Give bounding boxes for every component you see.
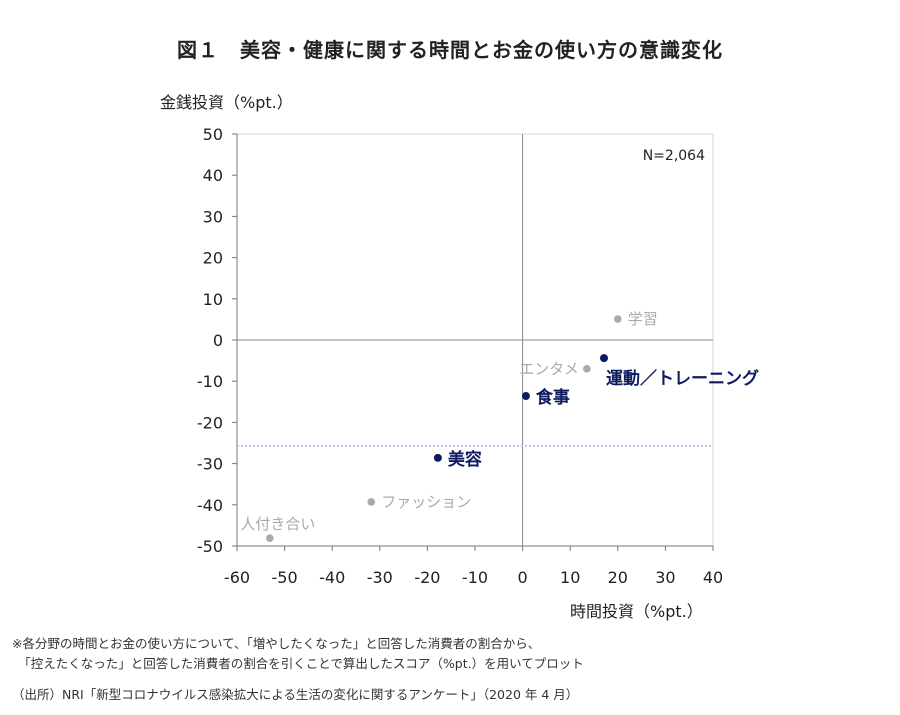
data-point bbox=[367, 498, 376, 506]
x-tick-label: -10 bbox=[462, 568, 488, 587]
y-tick-label: 50 bbox=[203, 125, 223, 144]
data-point-label: エンタメ bbox=[519, 360, 579, 378]
data-point bbox=[599, 354, 608, 363]
y-tick-label: -10 bbox=[197, 372, 223, 391]
footnote-line-1: ※各分野の時間とお金の使い方について、「増やしたくなった」と回答した消費者の割合… bbox=[12, 636, 541, 651]
y-tick-label: 10 bbox=[203, 290, 223, 309]
x-tick-label: 30 bbox=[655, 568, 675, 587]
y-tick-label: 40 bbox=[203, 166, 223, 185]
data-point bbox=[614, 315, 622, 323]
y-tick-label: -30 bbox=[197, 455, 223, 474]
source-note: （出所）NRI「新型コロナウイルス感染拡大による生活の変化に関するアンケート」（… bbox=[12, 687, 579, 702]
data-point-label: ファッション bbox=[381, 493, 471, 511]
data-point-label: 運動／トレーニング bbox=[606, 368, 759, 389]
y-tick-label: -50 bbox=[197, 537, 223, 556]
y-axis-label: 金銭投資（%pt.） bbox=[160, 93, 293, 112]
footnote-line-2: 「控えたくなった」と回答した消費者の割合を引くことで算出したスコア（%pt.）を… bbox=[12, 656, 584, 671]
x-tick-label: -40 bbox=[319, 568, 345, 587]
x-axis-label: 時間投資（%pt.） bbox=[570, 602, 703, 621]
x-tick-label: 0 bbox=[518, 568, 528, 587]
data-point-label: 美容 bbox=[448, 449, 482, 470]
data-point bbox=[521, 392, 530, 401]
x-tick-label: 40 bbox=[703, 568, 723, 587]
y-tick-label: -20 bbox=[197, 413, 223, 432]
data-point-label: 人付き合い bbox=[240, 515, 315, 533]
data-point bbox=[583, 365, 591, 373]
data-point bbox=[266, 534, 274, 542]
data-point-label: 食事 bbox=[536, 387, 570, 408]
chart-title: 図１ 美容・健康に関する時間とお金の使い方の意識変化 bbox=[177, 38, 723, 62]
n-annotation: N=2,064 bbox=[643, 148, 705, 164]
x-tick-label: -30 bbox=[367, 568, 393, 587]
x-tick-label: -20 bbox=[414, 568, 440, 587]
data-point bbox=[433, 453, 442, 462]
y-tick-label: 0 bbox=[213, 331, 223, 350]
data-point-label: 学習 bbox=[628, 310, 658, 328]
y-tick-label: 20 bbox=[203, 249, 223, 268]
x-tick-label: -60 bbox=[224, 568, 250, 587]
x-tick-label: -50 bbox=[272, 568, 298, 587]
y-tick-label: 30 bbox=[203, 207, 223, 226]
y-tick-label: -40 bbox=[197, 496, 223, 515]
x-tick-label: 20 bbox=[608, 568, 628, 587]
x-tick-label: 10 bbox=[560, 568, 580, 587]
